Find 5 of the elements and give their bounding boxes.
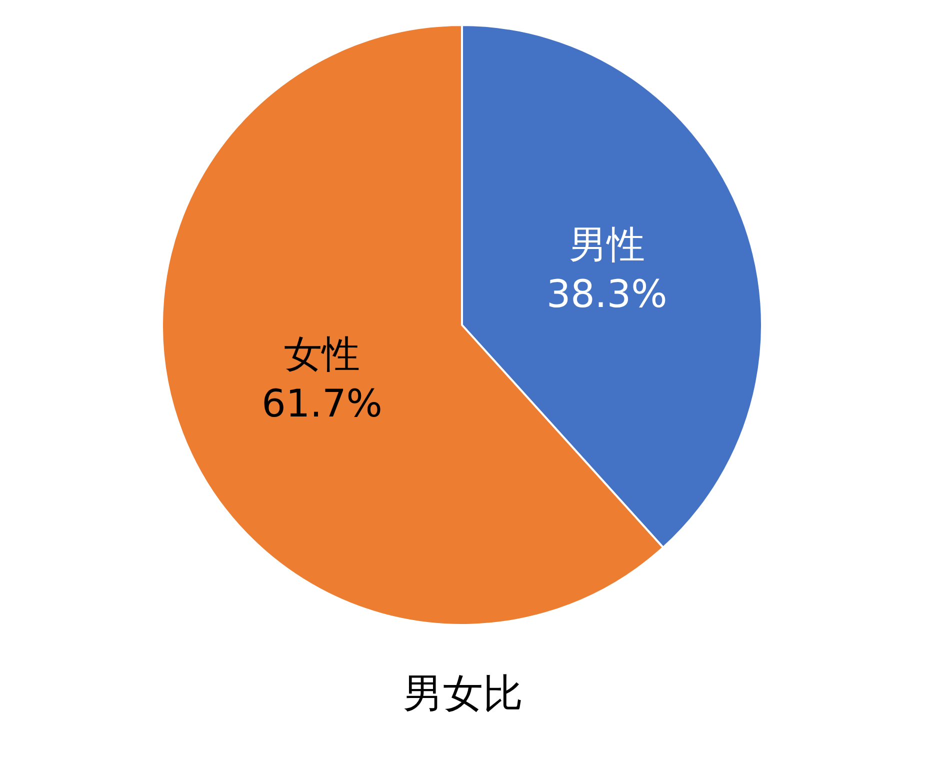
slice-label: 男性 [568,222,645,267]
slice-label: 女性 [284,332,360,376]
data-label: 38.3% [546,272,668,316]
data-label: 61.7% [262,382,382,426]
text: 男女比 [403,671,523,717]
